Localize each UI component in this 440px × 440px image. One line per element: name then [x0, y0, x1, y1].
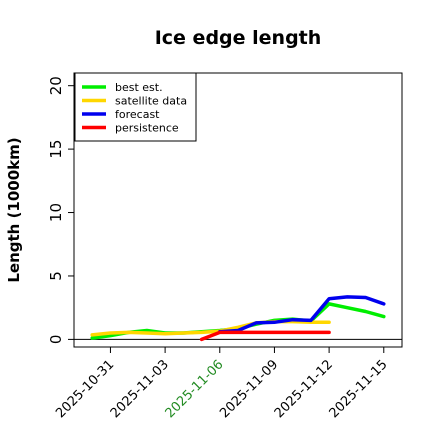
plot-area	[73, 72, 403, 348]
y-tick-label: 0	[47, 335, 65, 345]
legend: best est.satellite dataforecastpersisten…	[74, 72, 197, 142]
x-ticks: 2025-10-312025-11-032025-11-062025-11-09…	[53, 347, 391, 421]
y-tick-label: 15	[47, 140, 65, 159]
series-lines	[90, 295, 386, 342]
legend-label: satellite data	[115, 95, 187, 108]
x-tick-label: 2025-11-15	[327, 357, 391, 421]
series-line	[199, 330, 331, 342]
legend-label: persistence	[115, 122, 179, 135]
y-tick-label: 5	[47, 271, 65, 281]
series-line	[218, 295, 386, 334]
legend-label: forecast	[115, 108, 160, 121]
y-axis-label: Length (1000km)	[5, 137, 23, 282]
chart-title: Ice edge length	[155, 27, 322, 49]
y-tick-label: 10	[47, 203, 65, 222]
legend-box	[74, 72, 197, 142]
legend-label: best est.	[115, 81, 163, 94]
y-tick-label: 20	[47, 76, 65, 95]
y-ticks: 0 5 10 15 20	[47, 76, 74, 344]
